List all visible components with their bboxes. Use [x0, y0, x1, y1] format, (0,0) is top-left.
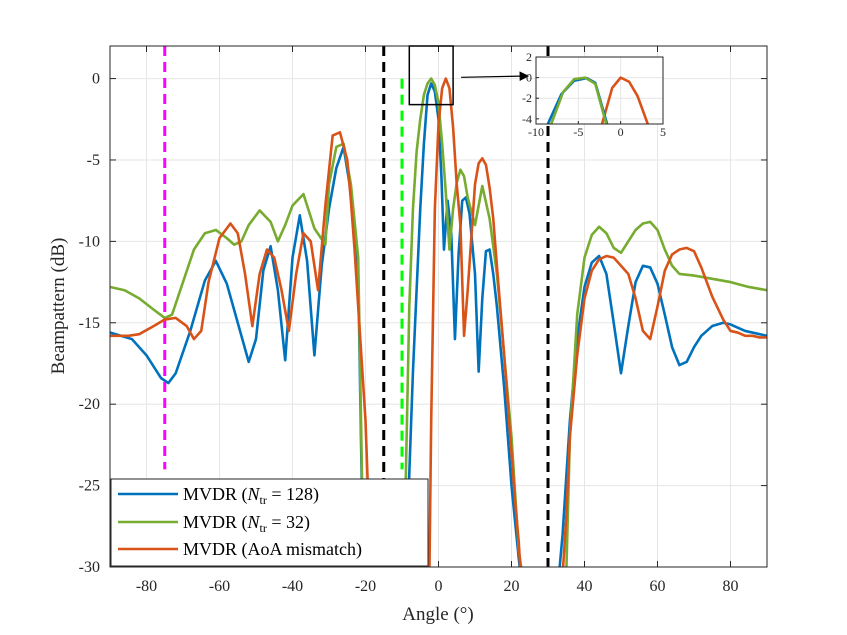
x-tick-label: 80 [723, 578, 739, 595]
inset-curves [546, 76, 650, 124]
legend-entry-2: MVDR (Ntr = 32) [118, 512, 310, 535]
series-line-2-right [565, 220, 767, 567]
y-tick-label: -5 [87, 152, 100, 169]
y-tick-label: -10 [79, 233, 100, 250]
x-tick-label: -40 [282, 578, 303, 595]
x-tick-label: 0 [435, 578, 443, 595]
inset-x-tick-label: 5 [660, 125, 666, 139]
inset-tick-labels: -10 -5 0 5 2 0 -2 -4 [522, 50, 666, 139]
series-line-3-right [561, 246, 767, 567]
inset-frame [535, 56, 664, 125]
series-lines [110, 77, 767, 567]
x-tick-label: -80 [136, 578, 157, 595]
inset-curve-green [549, 76, 608, 124]
x-axis-label: Angle (°) [402, 604, 473, 625]
zoom-arrow [461, 71, 530, 81]
series-line-3 [110, 77, 522, 567]
y-tick-labels: 0 -5 -10 -15 -20 -25 -30 [79, 71, 100, 576]
inset-y-tick-label: -2 [522, 91, 532, 105]
x-tick-label: 60 [650, 578, 666, 595]
y-axis-label: Beampattern (dB) [48, 238, 69, 375]
inset-chart: -10 -5 0 5 2 0 -2 -4 [522, 50, 666, 139]
x-tick-label: -20 [355, 578, 376, 595]
inset-curve-orange [600, 76, 650, 124]
inset-y-tick-label: -4 [522, 112, 532, 126]
x-tick-label: 20 [504, 578, 520, 595]
inset-y-tick-label: 2 [526, 50, 532, 64]
y-tick-label: -15 [79, 315, 100, 332]
legend-entry-3: MVDR (AoA mismatch) [118, 539, 362, 560]
legend-label-2: MVDR (Ntr = 32) [183, 512, 310, 535]
legend-label-1: MVDR (Ntr = 128) [183, 484, 319, 507]
inset-x-tick-label: 0 [618, 125, 624, 139]
zoom-box [408, 45, 454, 106]
legend: MVDR (Ntr = 128) MVDR (Ntr = 32) MVDR (A… [110, 478, 429, 567]
x-tick-label: -60 [209, 578, 230, 595]
y-tick-label: -20 [79, 396, 100, 413]
inset-background [536, 57, 663, 124]
x-tick-labels: -80 -60 -40 -20 0 20 40 60 80 [136, 578, 739, 595]
inset-x-tick-label: -5 [573, 125, 583, 139]
legend-label-3: MVDR (AoA mismatch) [183, 539, 362, 560]
zoom-indicator [408, 45, 530, 106]
y-tick-label: -25 [79, 478, 100, 495]
legend-entry-1: MVDR (Ntr = 128) [118, 484, 319, 507]
inset-y-tick-label: 0 [526, 71, 532, 85]
series-line-1-right [558, 254, 767, 567]
x-tick-label: 40 [577, 578, 593, 595]
inset-x-tick-label: -10 [528, 125, 544, 139]
y-tick-label: -30 [79, 559, 100, 576]
y-tick-label: 0 [92, 71, 100, 88]
